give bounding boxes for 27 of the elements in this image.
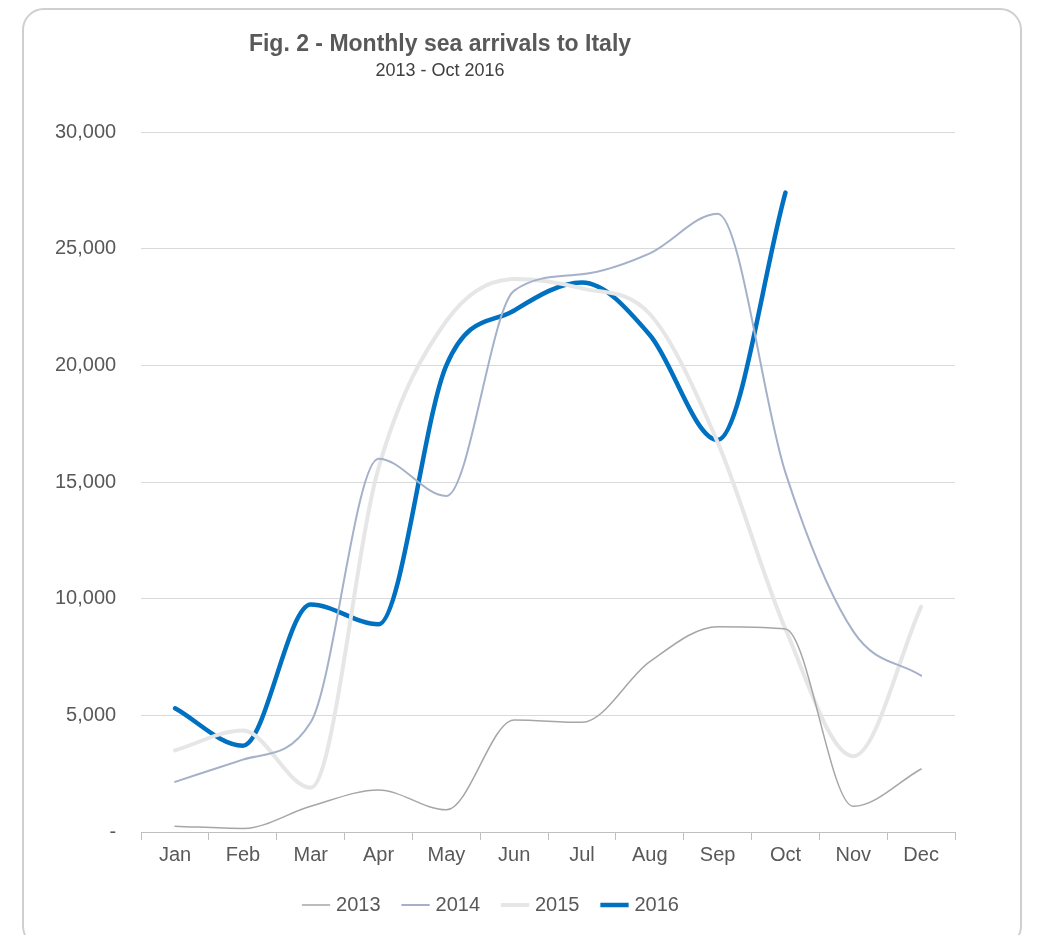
y-tick-label: - bbox=[109, 819, 117, 842]
line-series bbox=[174, 625, 922, 830]
x-tick-label: Jun bbox=[498, 842, 531, 865]
legend-label: 2015 bbox=[535, 892, 580, 915]
chart-subtitle: 2013 - Oct 2016 bbox=[374, 60, 506, 81]
x-tick-label: Feb bbox=[225, 842, 261, 865]
y-tick-label: 20,000 bbox=[55, 352, 117, 375]
x-tick-label: Jan bbox=[158, 842, 192, 865]
x-tick-label: Dec bbox=[903, 842, 939, 865]
line-series bbox=[172, 190, 788, 748]
y-tick-label: 15,000 bbox=[55, 469, 117, 492]
legend-label: 2016 bbox=[634, 892, 679, 915]
x-tick-label: Apr bbox=[362, 842, 395, 865]
x-tick-label: Sep bbox=[699, 842, 736, 865]
y-tick-label: 30,000 bbox=[55, 119, 117, 142]
y-tick-label: 25,000 bbox=[55, 236, 117, 259]
y-tick-label: 5,000 bbox=[66, 702, 117, 725]
legend-label: 2013 bbox=[336, 892, 381, 915]
x-tick-label: Aug bbox=[632, 842, 668, 865]
y-tick-label: 10,000 bbox=[55, 586, 117, 609]
x-tick-label: Mar bbox=[293, 842, 329, 865]
x-tick-label: Jul bbox=[569, 842, 595, 865]
x-tick-label: May bbox=[427, 842, 466, 865]
x-tick-label: Oct bbox=[769, 842, 802, 865]
chart-title: Fig. 2 - Monthly sea arrivals to Italy bbox=[247, 30, 633, 57]
x-tick-label: Nov bbox=[835, 842, 872, 865]
legend-label: 2014 bbox=[435, 892, 481, 915]
